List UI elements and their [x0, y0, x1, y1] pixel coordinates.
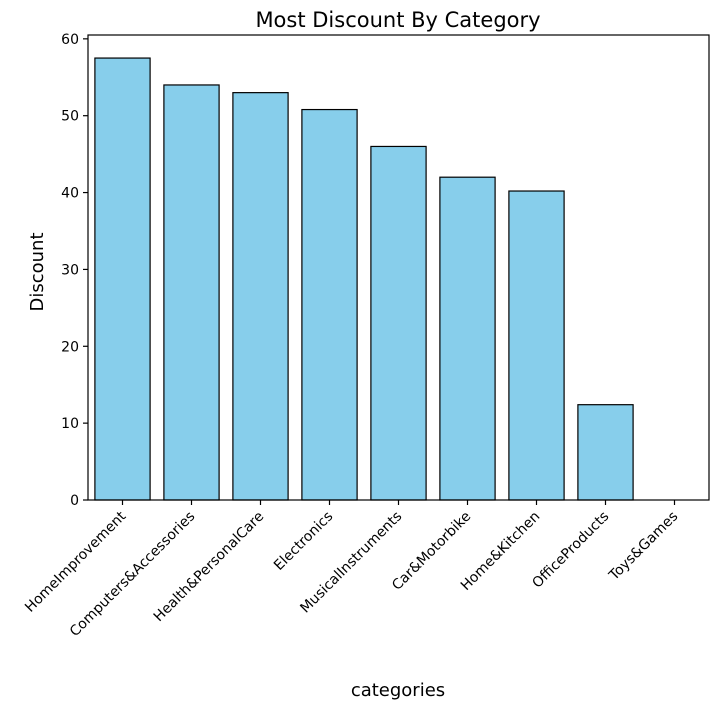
y-axis: 0 10 20 30 40 50 60 [61, 32, 88, 509]
x-tick-label: Toys&Games [606, 509, 682, 585]
bar-0 [94, 57, 151, 501]
bar-5 [439, 176, 496, 501]
y-tick-label: 30 [61, 262, 79, 278]
bars-group [94, 57, 634, 501]
x-tick-label: Electronics [271, 509, 336, 574]
bar-3 [301, 108, 358, 501]
y-tick-label: 60 [61, 32, 79, 48]
y-tick-label: 0 [70, 493, 79, 509]
chart-title: Most Discount By Category [255, 8, 540, 32]
bar-1 [163, 84, 220, 501]
y-tick-label: 10 [61, 416, 79, 432]
x-tick-label: Computers&Accessories [67, 509, 198, 640]
bar-2 [232, 92, 289, 501]
y-tick-label: 50 [61, 109, 79, 125]
bar-6 [508, 190, 565, 501]
bar-4 [370, 145, 427, 501]
bar-7 [577, 404, 634, 501]
x-axis: HomeImprovementComputers&AccessoriesHeal… [22, 500, 681, 640]
x-axis-label: categories [351, 680, 445, 701]
y-tick-label: 40 [61, 186, 79, 202]
plot-frame [87, 34, 710, 501]
y-tick-label: 20 [61, 339, 79, 355]
y-axis-label: Discount [27, 232, 48, 311]
